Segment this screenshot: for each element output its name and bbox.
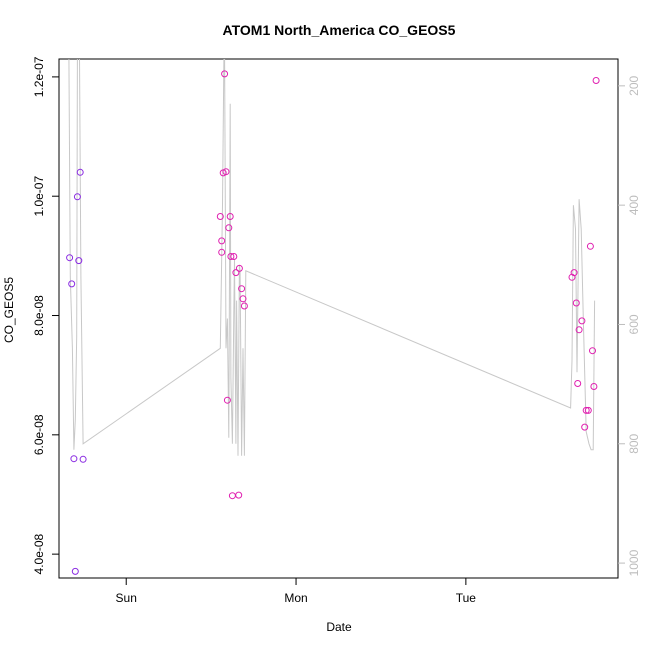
data-point [590,383,598,390]
y-axis: 4.0e-08 6.0e-08 8.0e-08 1.0e-07 1.2e-07 [32,56,59,574]
y-tick-label: 8.0e-08 [32,295,46,336]
data-point [578,317,586,325]
data-point [232,269,240,277]
data-point [216,213,224,220]
y-tick-label: 4.0e-08 [32,533,46,574]
data-point [570,269,578,277]
data-point [235,491,243,499]
data-point [584,406,592,414]
y-axis-label: CO_GEOS5 [2,277,16,343]
data-point [225,224,233,232]
data-point [66,254,74,262]
data-point [592,77,600,84]
x-tick-label: Sun [116,591,137,605]
data-point [575,326,583,334]
data-point [235,264,243,272]
data-point [572,299,580,307]
y2-tick-label: 600 [627,314,641,334]
data-point [218,248,226,256]
y-tick-label: 1.2e-07 [32,56,46,97]
data-point [238,285,246,293]
data-point [223,396,231,404]
plot-area [58,58,619,579]
chart-title: ATOM1 North_America CO_GEOS5 [223,22,456,38]
plot-frame [58,58,619,579]
data-point [240,302,248,310]
x-tick-label: Tue [456,591,477,605]
points-layer [66,70,600,575]
y2-tick-label: 400 [627,195,641,215]
data-point [75,257,83,265]
data-point [70,455,78,463]
data-point [574,380,582,387]
x-tick-label: Mon [284,591,307,605]
data-point [227,253,235,260]
data-point [589,347,596,355]
data-point [218,237,226,245]
y-tick-label: 6.0e-08 [32,414,46,455]
data-point [228,492,236,500]
data-point [226,213,234,220]
data-point [76,168,84,176]
y2-tick-label: 800 [627,433,641,453]
data-point [222,168,230,176]
x-axis-label: Date [326,620,352,634]
data-point [239,295,247,303]
data-point [73,193,81,201]
data-point [71,567,79,575]
data-point [79,455,87,463]
data-point [221,70,229,78]
y2-tick-label: 200 [627,76,641,96]
data-point [582,406,590,414]
y2-axis-right: 200 400 600 800 1000 [618,76,641,576]
y2-tick-label: 1000 [627,549,641,576]
x-axis: Sun Mon Tue [116,578,477,605]
data-point [581,423,589,431]
data-point [230,253,238,260]
pressure-line-layer [68,59,596,456]
y-tick-label: 1.0e-07 [32,176,46,217]
data-point [586,242,594,250]
pressure-series-line [68,59,596,456]
data-point [68,280,76,288]
